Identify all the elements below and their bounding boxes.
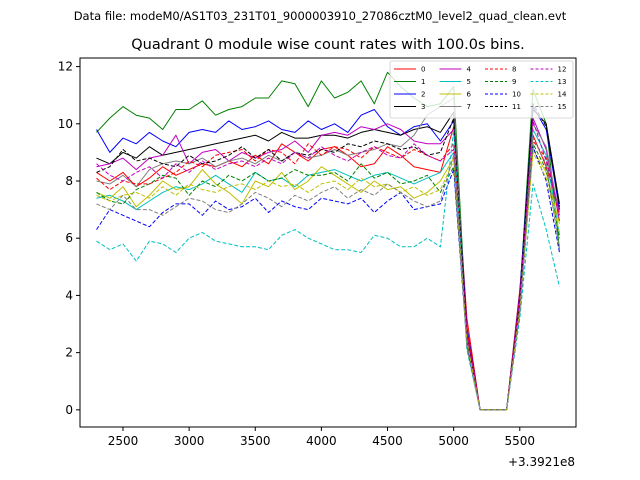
- y-tick-label: 4: [65, 288, 73, 302]
- x-tick-label: 2500: [108, 434, 139, 448]
- legend-label-2: 2: [421, 91, 425, 99]
- y-tick-label: 8: [65, 174, 73, 188]
- x-tick-label: 5000: [438, 434, 469, 448]
- legend-label-13: 13: [558, 78, 567, 86]
- legend-label-9: 9: [512, 78, 516, 86]
- chart-suptitle: Data file: modeM0/AS1T03_231T01_90000039…: [74, 9, 567, 23]
- legend-label-8: 8: [512, 66, 516, 74]
- y-tick-label: 0: [65, 403, 73, 417]
- chart-title: Quadrant 0 module wise count rates with …: [131, 37, 525, 53]
- legend-frame: [389, 60, 574, 119]
- legend-label-0: 0: [421, 66, 425, 74]
- x-tick-label: 3500: [240, 434, 271, 448]
- legend-label-12: 12: [558, 66, 567, 74]
- series-line-4: [96, 117, 560, 411]
- series-line-1: [96, 71, 560, 411]
- legend-label-5: 5: [467, 78, 471, 86]
- legend-label-4: 4: [467, 66, 472, 74]
- legend-label-1: 1: [421, 78, 425, 86]
- y-tick-label: 6: [65, 231, 73, 245]
- legend-label-6: 6: [467, 91, 472, 99]
- legend-label-11: 11: [512, 103, 521, 111]
- x-tick-label: 4000: [306, 434, 337, 448]
- x-tick-label: 3000: [174, 434, 205, 448]
- legend-label-3: 3: [421, 103, 425, 111]
- legend-label-14: 14: [558, 91, 567, 99]
- legend-label-15: 15: [558, 103, 567, 111]
- x-tick-label: 5500: [505, 434, 536, 448]
- y-tick-label: 12: [58, 60, 73, 74]
- plot-frame: [79, 57, 577, 428]
- y-tick-label: 2: [65, 346, 73, 360]
- series-line-7: [96, 97, 560, 411]
- series-line-15: [96, 137, 560, 411]
- series-line-3: [96, 109, 560, 411]
- x-offset-label: +3.3921e8: [508, 455, 575, 469]
- plot-layer: [96, 71, 560, 411]
- series-line-14: [96, 151, 560, 411]
- series-line-10: [96, 146, 560, 411]
- y-tick-label: 10: [58, 117, 73, 131]
- x-tick-label: 4500: [372, 434, 403, 448]
- legend-label-10: 10: [512, 91, 521, 99]
- series-line-8: [96, 140, 560, 411]
- series-line-0: [96, 126, 560, 411]
- legend-label-7: 7: [467, 103, 471, 111]
